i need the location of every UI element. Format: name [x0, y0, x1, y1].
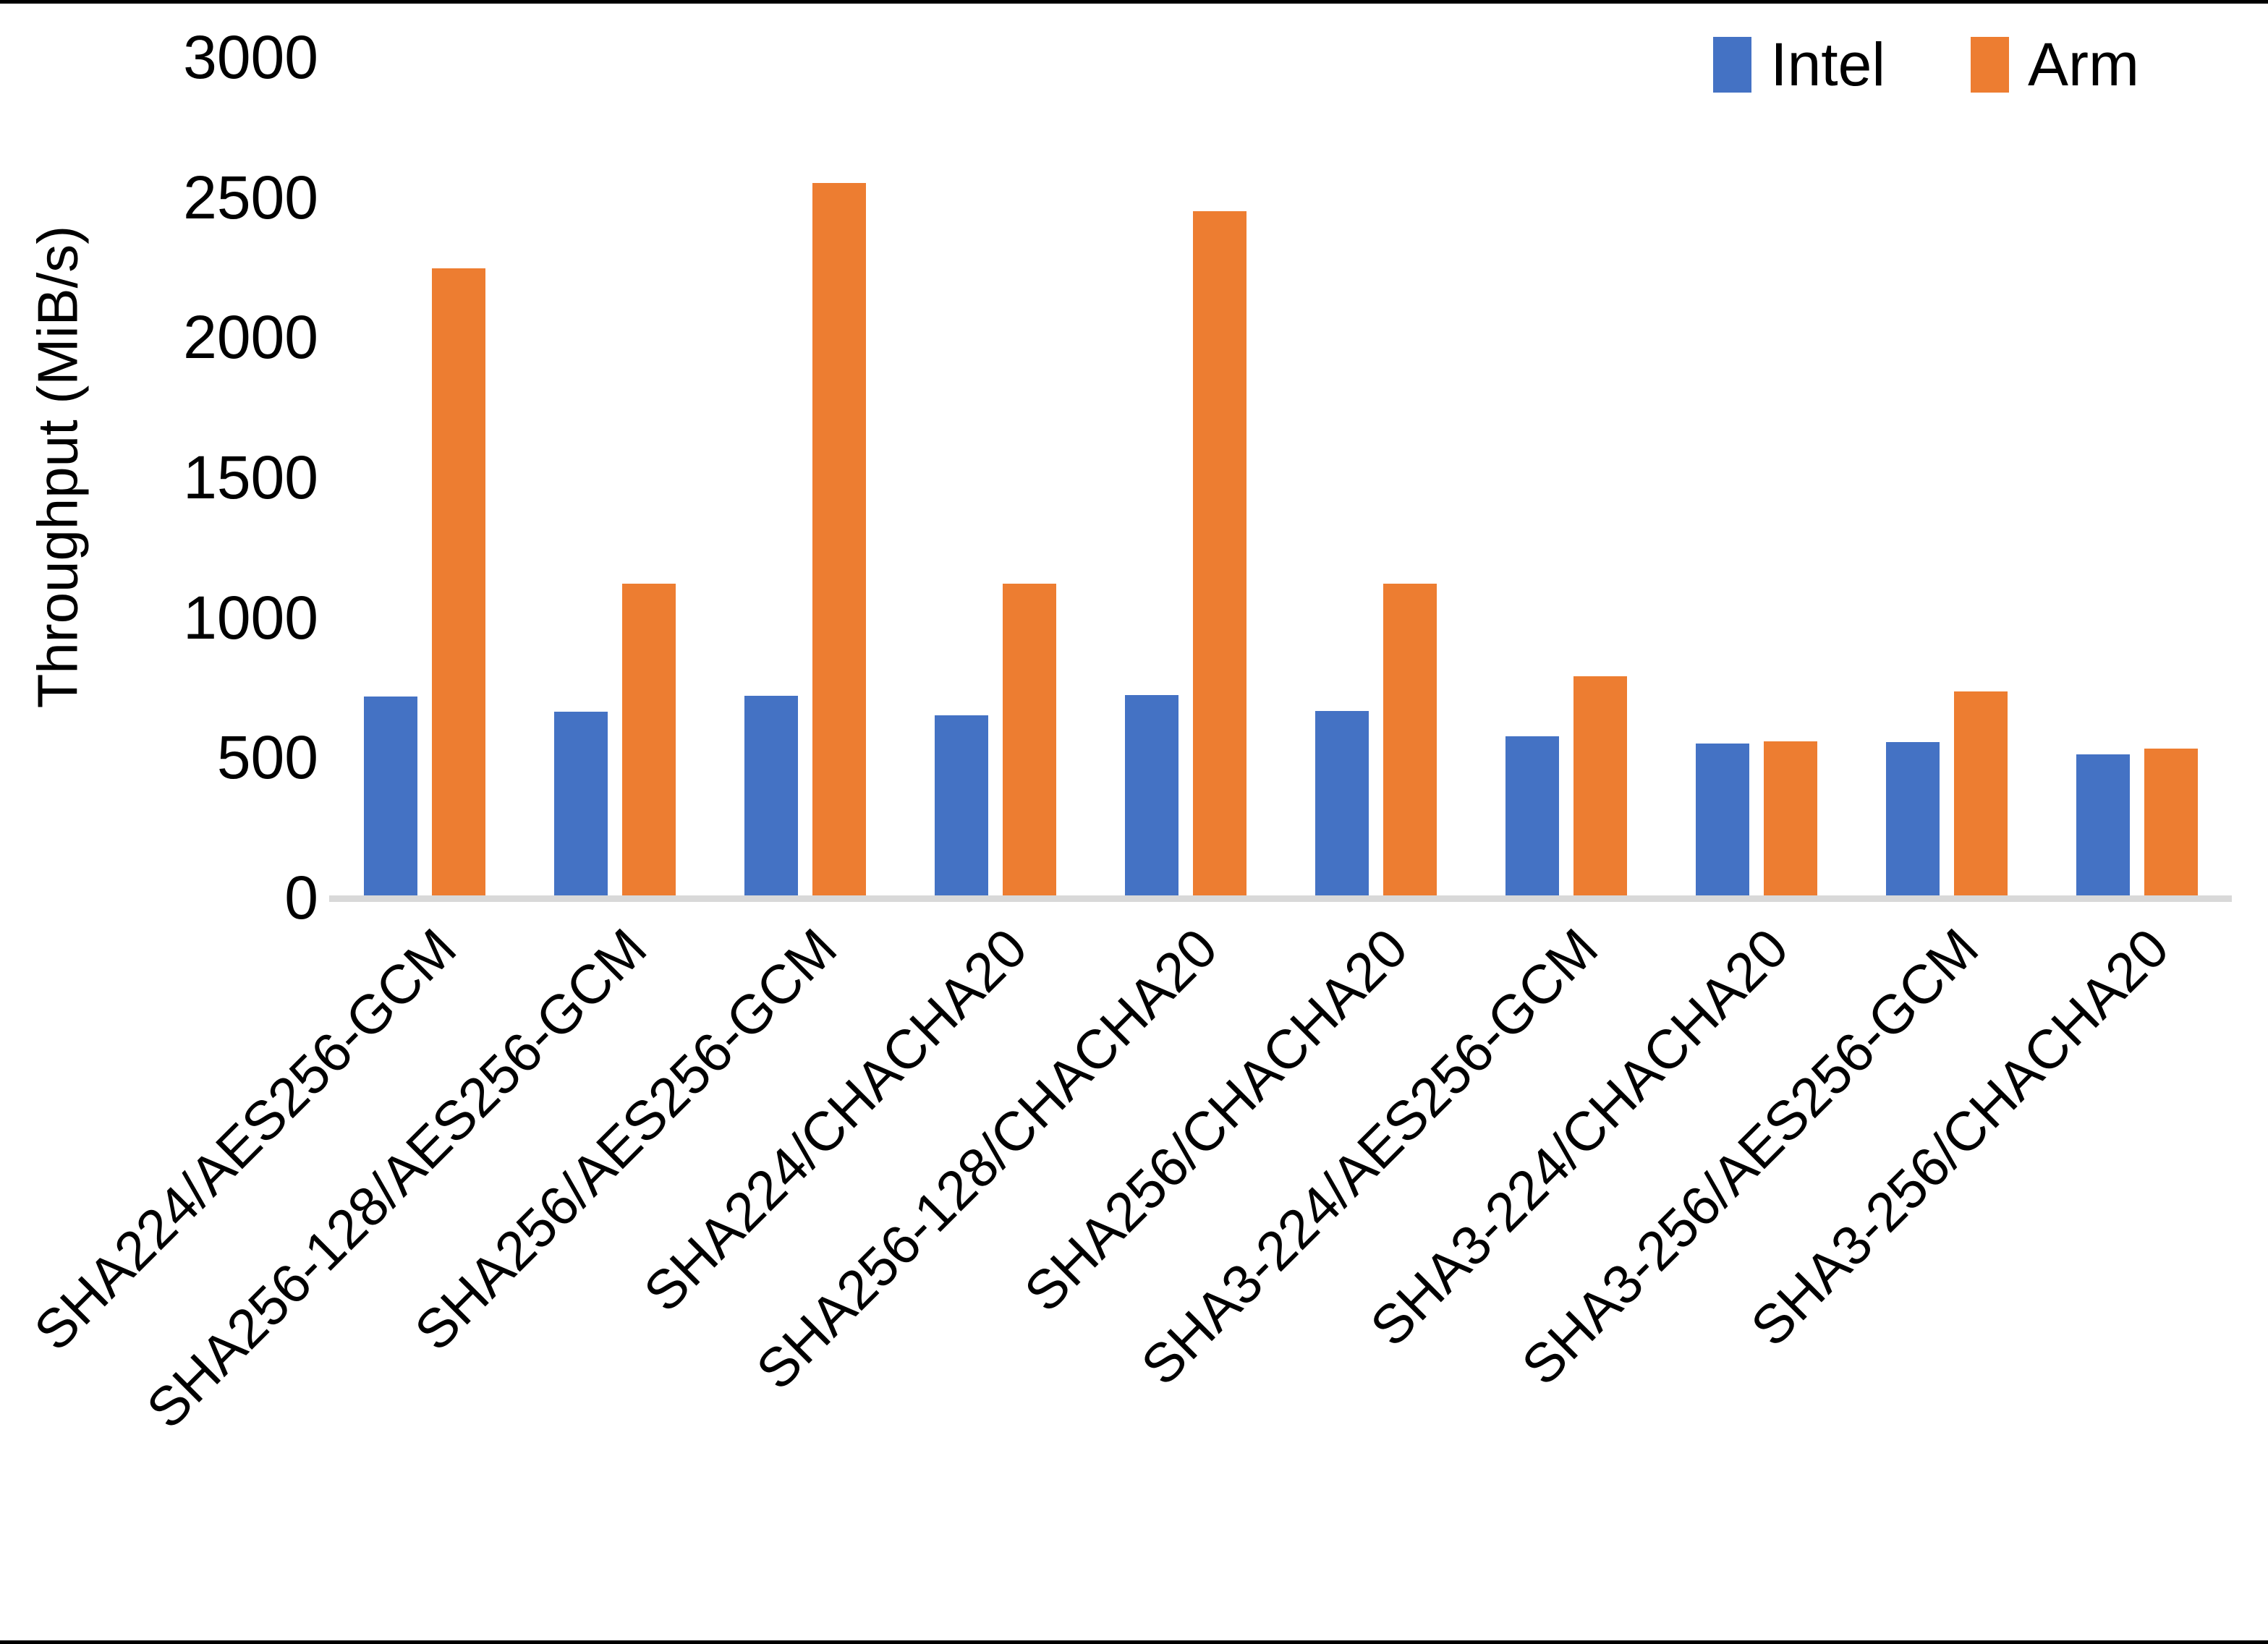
- x-axis-tick-group: SHA256/CHACHA20: [1013, 904, 1471, 1324]
- x-axis-tick-group: SHA3-256/AES256-GCM: [1510, 904, 2042, 1397]
- y-axis-tick-label: 500: [216, 723, 318, 792]
- bar-arm[interactable]: [1763, 741, 1817, 898]
- y-axis-tick-label: 3000: [183, 23, 318, 91]
- x-axis-line: [329, 895, 2232, 902]
- plot-area: [329, 57, 2232, 902]
- bar-group: [900, 57, 1090, 898]
- legend-label-arm: Arm: [2028, 30, 2139, 98]
- bar-group: [1851, 57, 2042, 898]
- bar-intel[interactable]: [1885, 742, 1940, 898]
- bar-group: [1471, 57, 1661, 898]
- y-axis-tick-label: 0: [284, 864, 318, 932]
- bar-arm[interactable]: [1192, 211, 1246, 898]
- bar-group: [1280, 57, 1471, 898]
- legend-item-arm[interactable]: Arm: [1971, 34, 2139, 95]
- y-axis-tick-labels: 3000 2500 2000 1500 1000 500 0: [109, 4, 318, 929]
- bar-intel[interactable]: [553, 712, 608, 898]
- bar-intel[interactable]: [363, 697, 417, 898]
- bar-group: [710, 57, 900, 898]
- legend-swatch-intel-icon: [1713, 36, 1752, 93]
- legend-label-intel: Intel: [1770, 30, 1886, 98]
- y-axis-tick-label: 1000: [183, 583, 318, 652]
- x-axis-tick-group: SHA3-224/CHACHA20: [1359, 904, 1851, 1358]
- bar-intel[interactable]: [934, 715, 988, 898]
- y-axis-title: Throughput (MiB/s): [0, 4, 116, 929]
- bar-groups: [329, 57, 2232, 898]
- bar-arm[interactable]: [1573, 676, 1627, 898]
- bar-intel[interactable]: [1695, 743, 1749, 898]
- bar-group: [329, 57, 519, 898]
- bar-intel[interactable]: [1314, 710, 1369, 898]
- legend-swatch-arm-icon: [1971, 36, 2010, 93]
- y-axis-tick-label: 1500: [183, 443, 318, 511]
- y-axis-tick-label: 2500: [183, 163, 318, 231]
- bar-arm[interactable]: [1002, 584, 1056, 898]
- x-axis-tick-group: SHA256-128/CHACHA20: [744, 904, 1280, 1401]
- x-axis-tick-group: SHA3-256/CHACHA20: [1739, 904, 2232, 1358]
- bar-group: [1661, 57, 1851, 898]
- bar-group: [519, 57, 710, 898]
- bar-arm[interactable]: [621, 584, 676, 898]
- bar-arm[interactable]: [2144, 748, 2198, 898]
- x-axis-tick-group: SHA256-128/AES256-GCM: [135, 904, 710, 1440]
- y-axis-tick-label: 2000: [183, 303, 318, 372]
- bar-intel[interactable]: [2076, 754, 2130, 898]
- bar-group: [2042, 57, 2232, 898]
- legend-item-intel[interactable]: Intel: [1713, 34, 1885, 95]
- bar-intel[interactable]: [744, 696, 798, 898]
- bar-arm[interactable]: [812, 183, 866, 898]
- y-axis-title-text: Throughput (MiB/s): [25, 225, 90, 708]
- x-axis-tick-labels: SHA224/AES256-GCM SHA256-128/AES256-GCM SH…: [22, 904, 2232, 1440]
- bar-arm[interactable]: [431, 268, 485, 898]
- x-axis-tick-group: SHA3-224/AES256-GCM: [1129, 904, 1661, 1397]
- legend: Intel Arm: [1713, 34, 2139, 95]
- bar-intel[interactable]: [1505, 736, 1559, 898]
- bar-arm[interactable]: [1953, 691, 2008, 898]
- bar-group: [1090, 57, 1280, 898]
- x-axis-tick-group: SHA224/CHACHA20: [632, 904, 1090, 1324]
- bar-arm[interactable]: [1383, 584, 1437, 898]
- bar-intel[interactable]: [1124, 694, 1178, 898]
- x-axis-tick-group: SHA224/AES256-GCM: [22, 904, 519, 1363]
- x-axis-tick-group: SHA256/AES256-GCM: [403, 904, 900, 1363]
